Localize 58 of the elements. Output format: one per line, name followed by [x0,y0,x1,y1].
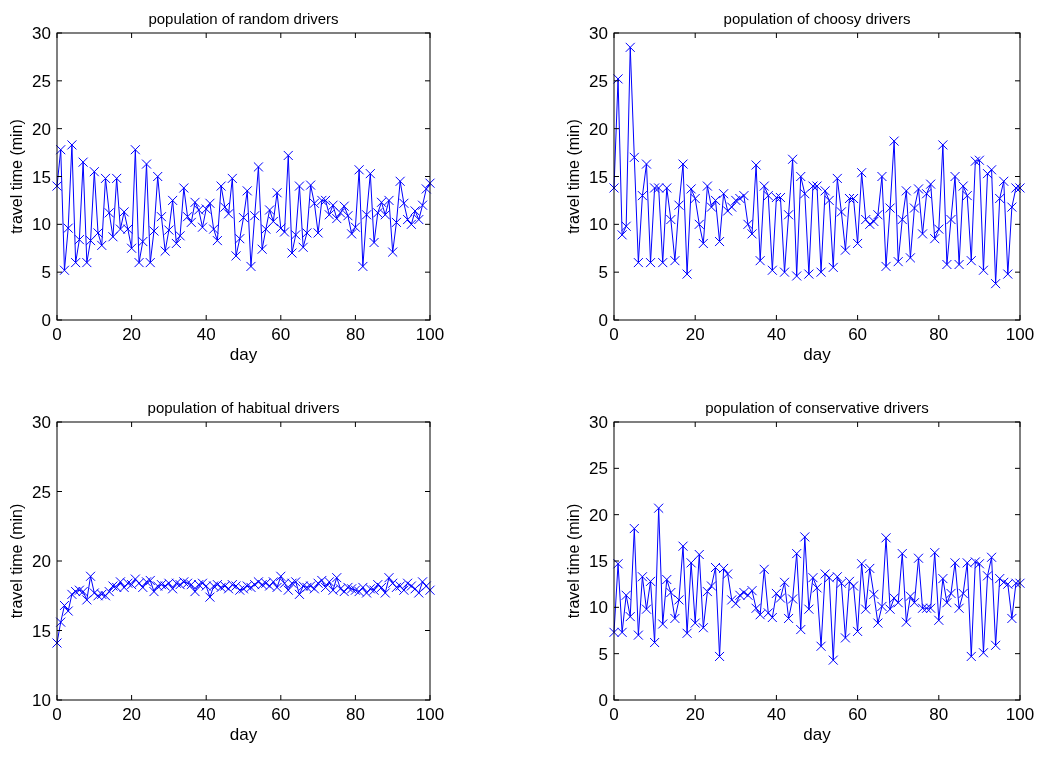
y-axis-title: travel time (min) [8,119,25,234]
y-tick-label: 10 [589,598,608,618]
x-tick-label: 20 [122,325,142,344]
y-tick-label: 0 [598,691,608,710]
x-axis-title: day [229,345,258,364]
y-axis-title: travel time (min) [565,503,582,619]
x-tick-label: 80 [929,325,949,344]
y-tick-label: 5 [41,263,51,283]
y-tick-label: 30 [32,24,51,43]
y-axis-title: travel time (min) [8,503,25,619]
chart-title: population of habitual drivers [147,399,340,416]
x-tick-label: 60 [271,325,291,344]
y-tick-label: 25 [32,482,51,502]
x-tick-label: 20 [685,705,705,724]
y-tick-label: 20 [589,505,608,525]
y-tick-label: 15 [32,167,51,187]
y-tick-label: 25 [589,459,608,479]
x-tick-label: 60 [848,705,868,724]
y-tick-label: 10 [589,215,608,235]
x-tick-label: 60 [271,705,291,724]
y-tick-label: 25 [32,71,51,91]
x-tick-label: 80 [929,705,949,724]
chart-title: population of random drivers [148,10,339,27]
y-tick-label: 10 [32,691,51,710]
x-axis-title: day [803,345,832,364]
x-tick-label: 100 [415,325,445,344]
y-tick-label: 20 [589,119,608,139]
y-tick-label: 5 [598,644,608,664]
x-tick-label: 80 [345,705,365,724]
x-tick-label: 40 [196,705,216,724]
y-tick-label: 0 [598,311,608,330]
y-tick-label: 20 [32,119,51,139]
y-tick-label: 15 [589,167,608,187]
y-tick-label: 10 [32,215,51,235]
x-tick-label: 20 [122,705,142,724]
x-tick-label: 40 [766,325,786,344]
x-tick-label: 40 [766,705,786,724]
y-tick-label: 25 [589,71,608,91]
y-tick-label: 5 [598,263,608,283]
y-tick-label: 30 [589,24,608,43]
x-axis-title: day [229,725,258,744]
y-tick-label: 0 [41,311,51,330]
chart-title: population of conservative drivers [705,399,929,416]
chart-title: population of choosy drivers [723,10,911,27]
y-tick-label: 15 [589,552,608,571]
y-tick-label: 15 [32,621,51,641]
y-tick-label: 20 [32,552,51,571]
x-tick-label: 80 [345,325,365,344]
y-axis-title: travel time (min) [565,119,582,234]
x-tick-label: 60 [848,325,868,344]
x-tick-label: 40 [196,325,216,344]
x-tick-label: 100 [1005,705,1035,724]
x-tick-label: 20 [685,325,705,344]
x-axis-title: day [803,725,832,744]
x-tick-label: 100 [1005,325,1035,344]
y-tick-label: 30 [589,413,608,432]
y-tick-label: 30 [32,413,51,432]
x-tick-label: 100 [415,705,445,724]
